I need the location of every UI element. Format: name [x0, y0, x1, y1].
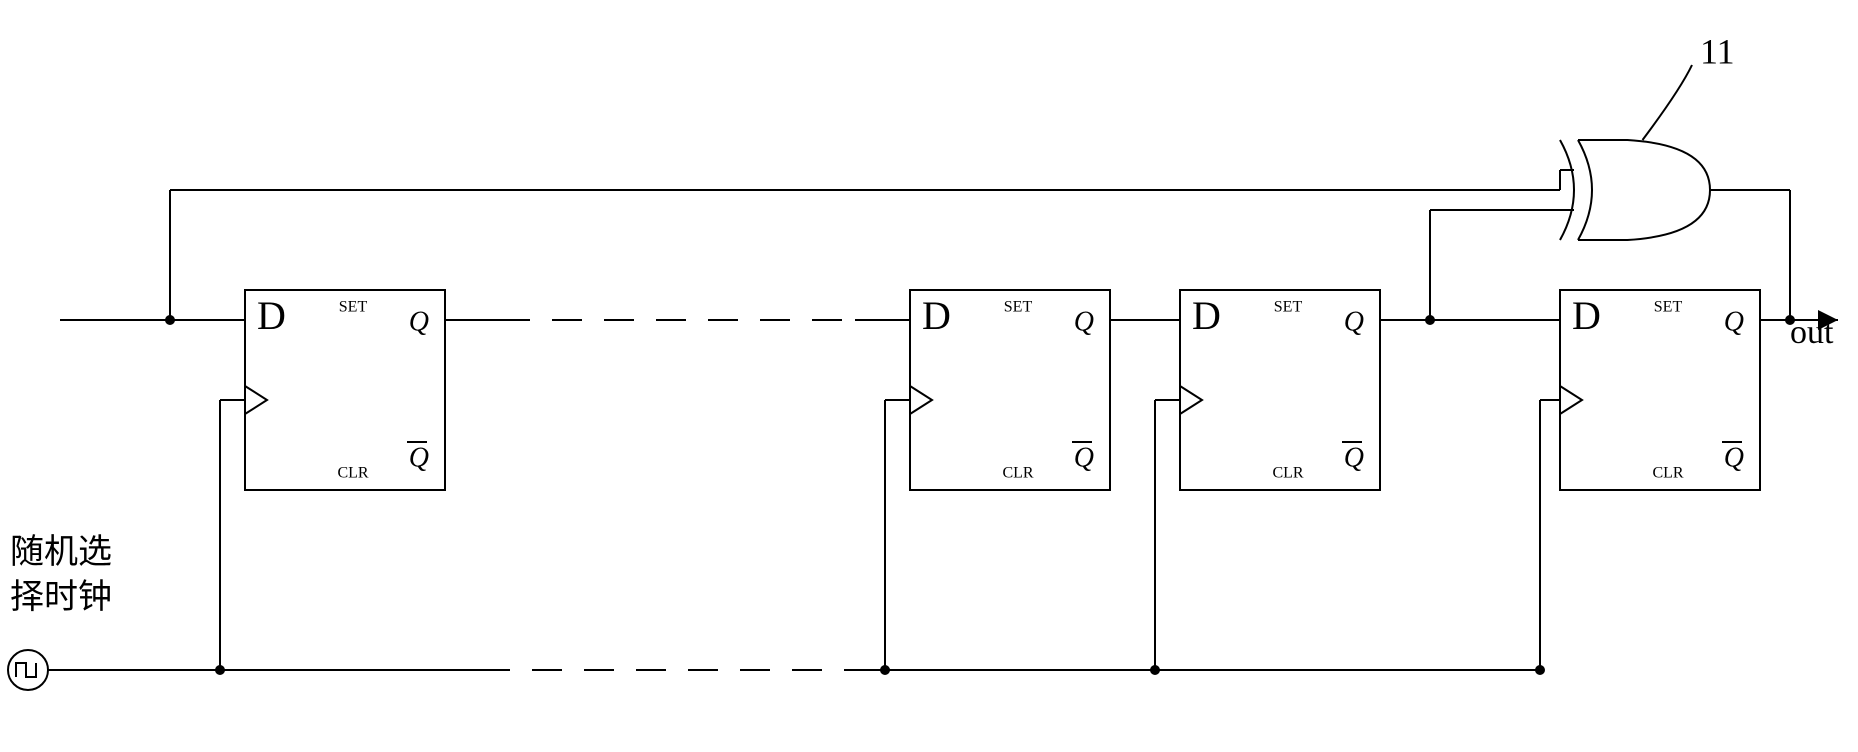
pin-q-label: Q	[409, 306, 429, 337]
clock-triangle	[1560, 386, 1582, 414]
d-flipflop	[245, 386, 267, 414]
pin-qbar-label: Q	[1074, 442, 1094, 473]
pin-set-label: SET	[1274, 299, 1303, 316]
clock-triangle	[1180, 386, 1202, 414]
annotation-leader	[1643, 65, 1693, 140]
clock-label-line1: 随机选	[10, 533, 112, 571]
pin-clr-label: CLR	[1652, 465, 1683, 482]
clock-triangle	[245, 386, 267, 414]
clock-source	[8, 650, 48, 690]
pin-clr-label: CLR	[337, 465, 368, 482]
xor-gate	[1560, 140, 1710, 240]
annotation-ref: 11	[1700, 31, 1735, 71]
d-flipflop	[910, 386, 932, 414]
pin-set-label: SET	[1004, 299, 1033, 316]
out-label: out	[1790, 314, 1834, 351]
pin-clr-label: CLR	[1272, 465, 1303, 482]
pin-qbar-label: Q	[1344, 442, 1364, 473]
pin-d-label: D	[257, 293, 286, 338]
pin-d-label: D	[1572, 293, 1601, 338]
clock-wave-icon	[16, 663, 36, 677]
d-flipflop	[1560, 386, 1582, 414]
pin-q-label: Q	[1074, 306, 1094, 337]
pin-q-label: Q	[1344, 306, 1364, 337]
pin-q-label: Q	[1724, 306, 1744, 337]
pin-qbar-label: Q	[1724, 442, 1744, 473]
clock-triangle	[910, 386, 932, 414]
pin-qbar-label: Q	[409, 442, 429, 473]
clock-label-line2: 择时钟	[10, 578, 112, 616]
pin-set-label: SET	[1654, 299, 1683, 316]
pin-d-label: D	[1192, 293, 1221, 338]
pin-clr-label: CLR	[1002, 465, 1033, 482]
pin-d-label: D	[922, 293, 951, 338]
d-flipflop	[1180, 386, 1202, 414]
pin-set-label: SET	[339, 299, 368, 316]
